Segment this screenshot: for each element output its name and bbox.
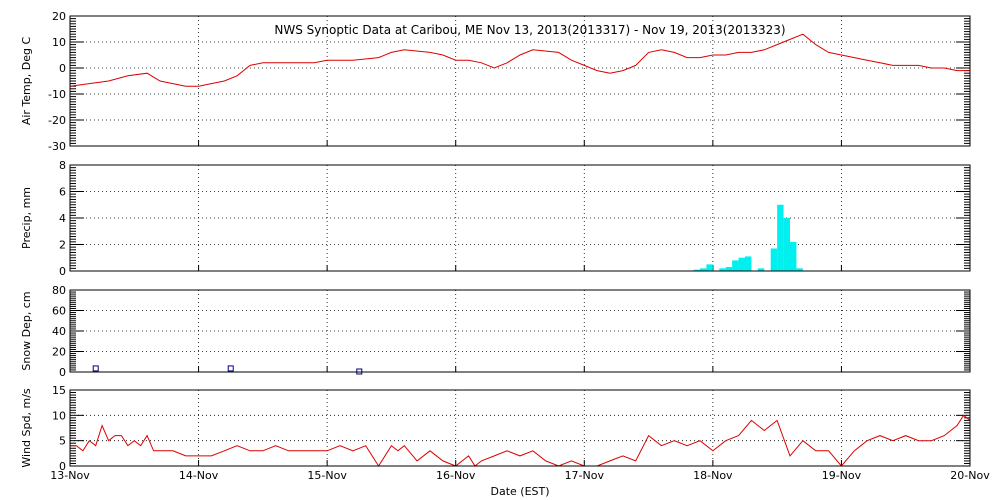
y-tick-label: 40	[52, 325, 66, 338]
x-tick-label: 13-Nov	[50, 469, 90, 482]
y-axis-label: Wind Spd, m/s	[20, 388, 33, 468]
panel-frame	[69, 289, 971, 373]
y-tick-label: 10	[52, 36, 66, 49]
y-axis-label: Air Temp, Deg C	[20, 37, 33, 126]
y-tick-label: 4	[59, 212, 66, 225]
x-tick-label: 14-Nov	[179, 469, 219, 482]
panel-air-temp: -30 -20 -10 0 10 20 Air Temp, Deg C	[20, 10, 971, 153]
snow-depth-point	[92, 365, 99, 372]
precip-bar	[770, 248, 778, 271]
x-tick-label: 15-Nov	[307, 469, 347, 482]
x-tick-label: 17-Nov	[565, 469, 605, 482]
panel-wind-speed: 0 5 10 15 Wind Spd, m/s 13-Nov 14-Nov 15-Nov 16-…	[20, 384, 990, 498]
x-tick-label: 16-Nov	[436, 469, 476, 482]
y-tick-label: 10	[52, 409, 66, 422]
precip-bar	[777, 204, 784, 271]
panel-frame	[69, 15, 971, 147]
y-tick-label: 0	[59, 366, 66, 379]
y-tick-label: -20	[48, 114, 66, 127]
precip-bar	[738, 257, 745, 271]
y-tick-label: 20	[52, 10, 66, 23]
x-tick-label: 18-Nov	[693, 469, 733, 482]
precip-bar	[796, 268, 803, 271]
panel-precip: 0 2 4 6 8 Precip, mm	[20, 159, 971, 278]
chart-panels: -30 -20 -10 0 10 20 Air Temp, Deg C 0 2 4 6 8 Precip…	[20, 10, 990, 498]
chart-title: NWS Synoptic Data at Caribou, ME Nov 13,…	[274, 23, 785, 37]
y-tick-label: 2	[59, 239, 66, 252]
y-tick-label: 0	[59, 265, 66, 278]
precip-bar	[745, 256, 752, 271]
y-tick-label: 80	[52, 284, 66, 297]
y-tick-label: 0	[59, 460, 66, 473]
x-axis-label: Date (EST)	[490, 485, 549, 498]
snow-depth-point	[227, 365, 234, 372]
panel-frame	[69, 389, 971, 467]
y-tick-label: -30	[48, 140, 66, 153]
y-tick-label: 6	[59, 186, 66, 199]
y-axis-label: Snow Dep, cm	[20, 291, 33, 370]
y-tick-label: 0	[59, 62, 66, 75]
precip-bar	[790, 241, 797, 271]
air-temp-series-line	[69, 33, 970, 87]
precip-bar	[725, 267, 733, 271]
precip-bar	[700, 268, 707, 271]
x-tick-label: 19-Nov	[822, 469, 862, 482]
precip-bar	[732, 260, 739, 271]
y-tick-label: 5	[59, 435, 66, 448]
y-tick-label: 60	[52, 305, 66, 318]
precip-bar	[757, 268, 765, 271]
y-tick-label: 15	[52, 384, 66, 397]
y-axis-label: Precip, mm	[20, 187, 33, 249]
y-tick-label: 8	[59, 159, 66, 172]
panel-snow-depth: 0 20 40 60 80 Snow Dep, cm	[20, 284, 971, 379]
y-tick-label: -10	[48, 88, 66, 101]
panel-frame	[69, 164, 971, 272]
precip-bar	[719, 268, 726, 271]
y-tick-label: 20	[52, 346, 66, 359]
precip-bar	[706, 264, 713, 271]
x-tick-label: 20-Nov	[950, 469, 990, 482]
precip-bar	[783, 218, 790, 271]
precip-bar	[693, 269, 700, 271]
